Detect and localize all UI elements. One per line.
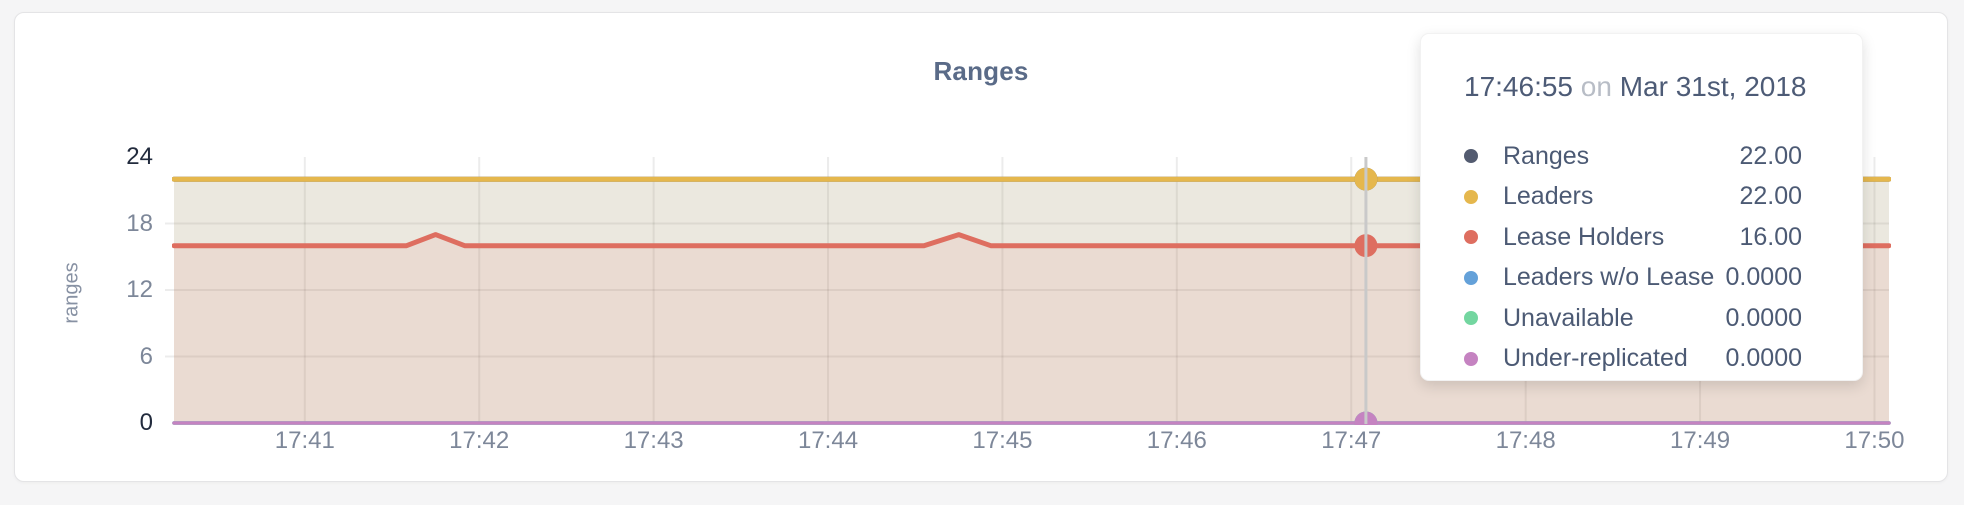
x-tick-label: 17:47 — [1321, 427, 1382, 454]
x-tick-label: 17:49 — [1670, 427, 1731, 454]
x-tick-label: 17:45 — [972, 427, 1033, 454]
tooltip-series-label: Under-replicated — [1503, 344, 1688, 373]
legend-dot-icon — [1464, 311, 1478, 326]
tooltip-series-value: 22.00 — [1739, 141, 1802, 170]
tooltip-series-value: 0.0000 — [1725, 263, 1802, 292]
tooltip-time: 17:46:55 — [1464, 71, 1573, 102]
tooltip-row: Unavailable 0.0000 — [1464, 298, 1802, 339]
y-tick-label: 12 — [126, 276, 153, 303]
tooltip-series-value: 0.0000 — [1725, 344, 1802, 373]
legend-dot-icon — [1464, 351, 1478, 366]
tooltip-series-value: 22.00 — [1739, 182, 1802, 211]
legend-dot-icon — [1464, 189, 1478, 204]
legend-dot-icon — [1464, 230, 1478, 245]
x-tick-label: 17:46 — [1146, 427, 1207, 454]
tooltip-header: 17:46:55 on Mar 31st, 2018 — [1464, 68, 1807, 106]
tooltip-row: Lease Holders 16.00 — [1464, 217, 1802, 258]
tooltip-date: Mar 31st, 2018 — [1619, 71, 1807, 102]
page: Ranges ranges 0 6 12 18 24 17:41 17:42 17:43 17… — [14, 12, 1948, 482]
tooltip-row: Leaders w/o Lease 0.0000 — [1464, 258, 1802, 299]
x-tick-label: 17:43 — [623, 427, 684, 454]
tooltip-row: Under-replicated 0.0000 — [1464, 339, 1802, 380]
legend-dot-icon — [1464, 270, 1478, 285]
tooltip-series-label: Leaders w/o Lease — [1503, 263, 1715, 292]
y-tick-label: 18 — [126, 209, 153, 237]
tooltip-series-label: Lease Holders — [1503, 222, 1665, 251]
x-tick-label: 17:41 — [274, 427, 335, 454]
line-lease-holders — [172, 232, 1891, 249]
y-tick-label: 6 — [139, 342, 153, 370]
chart-tooltip: 17:46:55 on Mar 31st, 2018 Ranges 22.00 Le… — [1420, 33, 1863, 381]
y-tick-label: 0 — [139, 409, 153, 436]
x-tick-label: 17:44 — [797, 427, 859, 454]
x-tick-label: 17:50 — [1844, 427, 1905, 454]
tooltip-row: Leaders 22.00 — [1464, 177, 1802, 218]
chart-title: Ranges — [933, 56, 1029, 86]
tooltip-series-label: Leaders — [1503, 182, 1594, 211]
legend-dot-icon — [1464, 149, 1478, 164]
tooltip-on-word: on — [1580, 71, 1612, 102]
tooltip-row: Ranges 22.00 — [1464, 136, 1802, 177]
x-tick-label: 17:48 — [1495, 427, 1556, 454]
tooltip-series-label: Unavailable — [1503, 303, 1634, 332]
x-tick-label: 17:42 — [449, 427, 510, 454]
tooltip-series-value: 0.0000 — [1725, 303, 1802, 332]
chart-card: Ranges ranges 0 6 12 18 24 17:41 17:42 17:43 17… — [14, 12, 1948, 482]
tooltip-series-label: Ranges — [1503, 141, 1590, 170]
y-tick-label: 24 — [126, 143, 153, 170]
tooltip-legend-rows: Ranges 22.00 Leaders 22.00 Lease Holders 16.0… — [1464, 136, 1802, 379]
tooltip-series-value: 16.00 — [1739, 222, 1802, 251]
